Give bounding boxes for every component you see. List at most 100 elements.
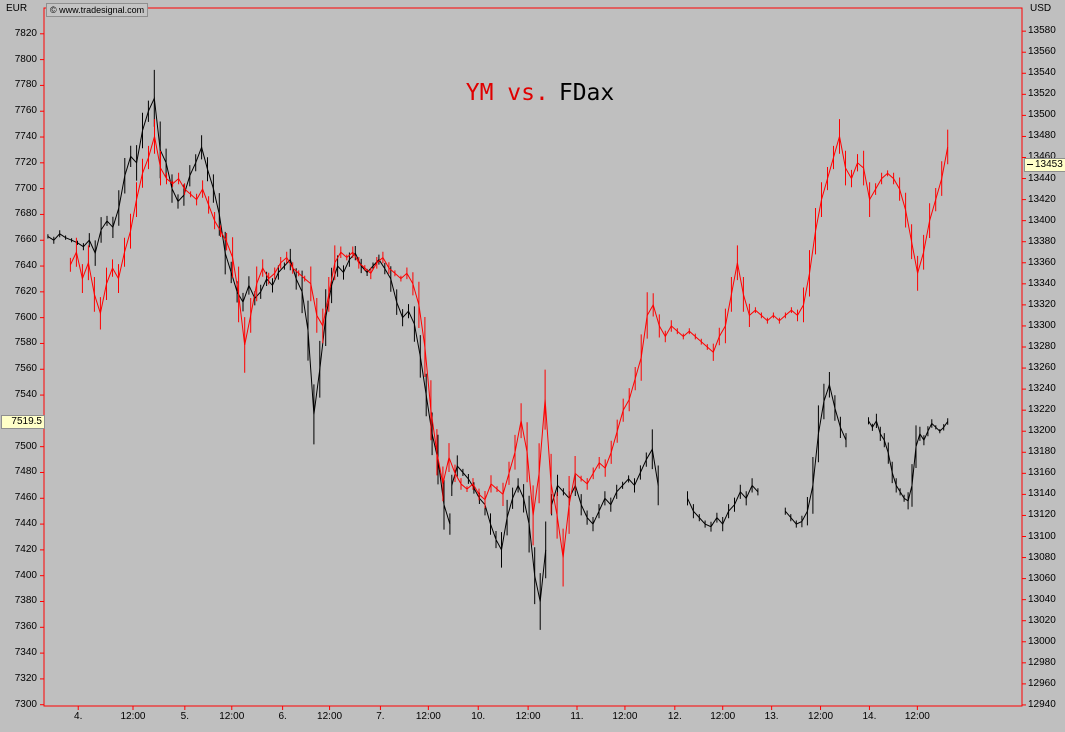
left-axis-tick-label: 7440 [14, 518, 37, 530]
right-axis-tick-label: 13000 [1028, 635, 1056, 647]
left-price-marker-value: 7519.5 [11, 415, 42, 427]
left-axis-tick-label: 7640 [14, 260, 37, 272]
right-axis-tick-label: 13520 [1028, 88, 1056, 100]
right-axis-tick-label: 12940 [1028, 698, 1056, 710]
left-axis-tick-label: 7780 [14, 79, 37, 91]
time-axis-tick-label: 14. [862, 711, 877, 722]
right-axis-tick-label: 13440 [1028, 172, 1056, 184]
right-axis-tick-label: 13460 [1028, 152, 1056, 162]
right-axis-tick-label: 13400 [1028, 214, 1056, 226]
right-axis-tick-label: 13100 [1028, 530, 1056, 542]
left-axis-tick-label: 7380 [14, 595, 37, 607]
time-axis-tick-label: 12:00 [219, 711, 245, 722]
left-axis-tick-label: 7500 [14, 440, 37, 452]
right-price-marker: 13453 [1024, 157, 1065, 172]
right-axis-tick-label: 12960 [1028, 677, 1056, 689]
fdax-series-bars [687, 478, 759, 532]
time-axis-tick-label: 5. [180, 711, 189, 722]
left-axis-tick-label: 7740 [14, 131, 37, 143]
right-axis-tick-label: 13180 [1028, 446, 1056, 458]
time-axis-tick-label: 7. [376, 711, 385, 722]
right-axis-tick-label: 13320 [1028, 298, 1056, 310]
left-axis-tick-label: 7800 [14, 53, 37, 65]
time-axis-tick-label: 10. [471, 711, 486, 722]
right-axis-tick-label: 13420 [1028, 193, 1056, 205]
left-axis-tick-label: 7760 [14, 105, 37, 117]
right-axis-tick-label: 13160 [1028, 467, 1056, 479]
left-axis-tick-label: 7660 [14, 234, 37, 246]
time-axis-tick-label: 12:00 [515, 711, 541, 722]
plot-border [43, 7, 1023, 707]
ym-series-line [69, 136, 949, 558]
fdax-series-bars [47, 69, 451, 535]
right-axis-tick-label: 13500 [1028, 109, 1056, 121]
right-axis-tick-label: 13240 [1028, 383, 1056, 395]
right-axis-tick-label: 13120 [1028, 509, 1056, 521]
left-axis-tick-label: 7560 [14, 363, 37, 375]
left-axis-tick-label: 7540 [14, 389, 37, 401]
right-axis-tick-label: 13380 [1028, 235, 1056, 247]
right-axis-tick-label: 13560 [1028, 46, 1056, 58]
right-axis-tick-label: 13280 [1028, 340, 1056, 352]
left-axis-tick-label: 7600 [14, 311, 37, 323]
right-axis-tick-label: 13080 [1028, 551, 1056, 563]
chart-title-ym: YM vs. [465, 80, 549, 106]
fdax-series-line [784, 382, 847, 525]
right-price-marker-value: 13453 [1035, 158, 1063, 170]
right-axis-tick-label: 13020 [1028, 614, 1056, 626]
right-axis-tick-label: 12980 [1028, 656, 1056, 668]
right-axis-tick-label: 13580 [1028, 25, 1056, 37]
time-axis-tick-label: 11. [570, 711, 584, 722]
right-axis-tick-label: 13340 [1028, 277, 1056, 289]
time-axis-tick-label: 12:00 [904, 711, 930, 722]
right-axis-tick-label: 13540 [1028, 67, 1056, 79]
left-axis-tick-label: 7420 [14, 543, 37, 555]
left-axis-tick-label: 7700 [14, 182, 37, 194]
right-axis-currency-label: USD [1030, 3, 1052, 14]
left-axis-tick-label: 7680 [14, 208, 37, 220]
fdax-series-line [47, 96, 451, 525]
chart-title-fdax: FDax [558, 80, 615, 106]
left-axis-currency-label: EUR [6, 3, 28, 14]
left-axis-tick-label: 7580 [14, 337, 37, 349]
fdax-series-line [451, 464, 547, 602]
time-axis-tick-label: 12:00 [710, 711, 736, 722]
left-axis-tick-label: 7340 [14, 647, 37, 659]
fdax-series-bars [868, 413, 949, 510]
time-axis-tick-label: 13. [764, 711, 779, 722]
fdax-series-bars [784, 372, 847, 528]
left-axis-tick-label: 7460 [14, 492, 37, 504]
time-axis-tick-label: 12:00 [612, 711, 638, 722]
price-marker-dash [1027, 163, 1033, 165]
time-axis-tick-label: 6. [278, 711, 287, 722]
left-axis-tick-label: 7360 [14, 621, 37, 633]
time-axis-tick-label: 4. [74, 711, 83, 722]
time-axis-tick-label: 12. [667, 711, 682, 722]
time-axis-tick-label: 12:00 [120, 711, 146, 722]
right-axis-tick-label: 13480 [1028, 130, 1056, 142]
right-axis-tick-label: 13360 [1028, 256, 1056, 268]
right-axis-tick-label: 13140 [1028, 488, 1056, 500]
ym-series-bars [69, 119, 949, 587]
copyright-label: © www.tradesignal.com [46, 3, 149, 17]
right-axis-tick-label: 13300 [1028, 319, 1056, 331]
left-axis-tick-label: 7620 [14, 285, 37, 297]
left-axis-tick-label: 7320 [14, 672, 37, 684]
time-axis-tick-label: 12:00 [317, 711, 343, 722]
left-axis-tick-label: 7300 [14, 698, 37, 710]
right-axis-tick-label: 13260 [1028, 362, 1056, 374]
time-axis-tick-label: 12:00 [415, 711, 441, 722]
left-axis-tick-label: 7820 [14, 27, 37, 39]
left-axis-tick-label: 7720 [14, 156, 37, 168]
right-axis-tick-label: 13040 [1028, 593, 1056, 605]
left-axis-tick-label: 7480 [14, 466, 37, 478]
left-price-marker: 7519.5 [1, 414, 45, 429]
right-axis-tick-label: 13220 [1028, 404, 1056, 416]
right-axis-tick-label: 13200 [1028, 425, 1056, 437]
right-axis-tick-label: 13060 [1028, 572, 1056, 584]
chart-title: YM vs. FDax [466, 80, 614, 106]
left-axis-tick-label: 7400 [14, 569, 37, 581]
time-axis-tick-label: 12:00 [808, 711, 834, 722]
